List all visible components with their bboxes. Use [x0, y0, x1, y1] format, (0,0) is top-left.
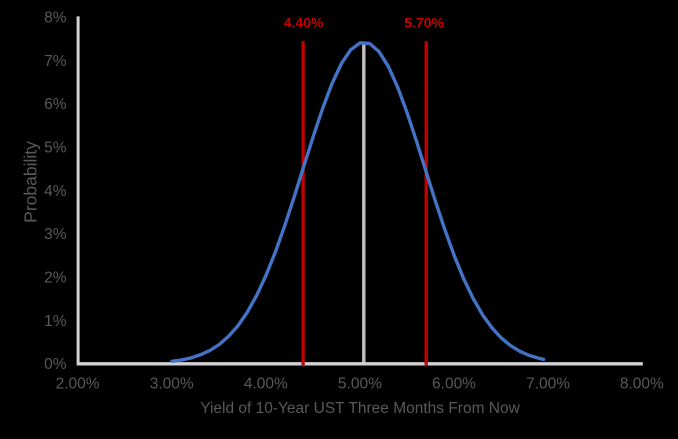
svg-text:Probability: Probability — [21, 141, 41, 223]
svg-text:4.40%: 4.40% — [284, 15, 324, 31]
svg-text:7%: 7% — [44, 53, 67, 70]
svg-text:4.00%: 4.00% — [244, 376, 288, 393]
svg-text:8.00%: 8.00% — [620, 376, 664, 393]
svg-text:5.00%: 5.00% — [338, 376, 382, 393]
svg-text:6.00%: 6.00% — [432, 376, 476, 393]
svg-text:2%: 2% — [44, 270, 67, 287]
svg-text:5.70%: 5.70% — [404, 15, 444, 31]
svg-text:3%: 3% — [44, 226, 67, 243]
svg-text:3.00%: 3.00% — [150, 376, 194, 393]
svg-text:7.00%: 7.00% — [526, 376, 570, 393]
svg-text:8%: 8% — [44, 10, 67, 27]
svg-text:0%: 0% — [44, 356, 67, 373]
svg-text:4%: 4% — [44, 183, 67, 200]
svg-text:6%: 6% — [44, 96, 67, 113]
svg-text:1%: 1% — [44, 313, 67, 330]
svg-text:Yield of 10-Year UST Three Mon: Yield of 10-Year UST Three Months From N… — [200, 400, 520, 417]
svg-text:2.00%: 2.00% — [56, 376, 100, 393]
svg-text:5%: 5% — [44, 140, 67, 157]
